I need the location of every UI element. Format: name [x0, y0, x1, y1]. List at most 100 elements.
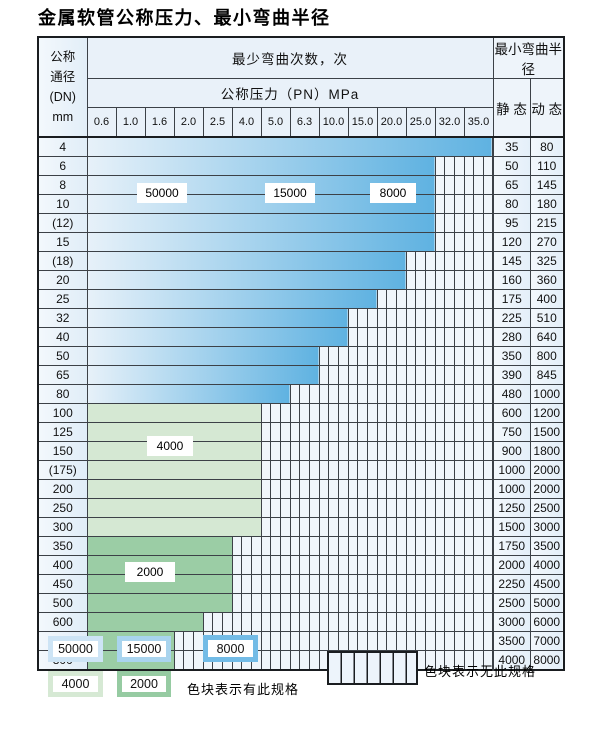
cycles-zone-cell: [86, 422, 262, 442]
table-row: 500 2500 5000: [37, 593, 565, 613]
no-spec-hatch-cell: [405, 422, 436, 442]
no-spec-hatch-cell: [434, 536, 465, 556]
cycles-zone-cell: [86, 327, 349, 347]
table-row: 400 2000 4000: [37, 555, 565, 575]
no-spec-hatch-cell: [289, 384, 320, 404]
static-radius-cell: 3000: [492, 612, 531, 632]
table-row: 50 350 800: [37, 346, 565, 366]
no-spec-hatch-cell: [376, 308, 407, 328]
static-radius-cell: 3500: [492, 631, 531, 651]
no-spec-hatch-cell: [376, 536, 407, 556]
no-spec-hatch-cell: [347, 650, 378, 671]
no-spec-hatch-cell: [434, 232, 465, 252]
no-spec-hatch-cell: [347, 346, 378, 366]
cycles-zone-cell: [86, 460, 262, 480]
no-spec-hatch-cell: [347, 384, 378, 404]
table-row: 450 2250 4500: [37, 574, 565, 594]
dynamic-radius-cell: 4500: [529, 574, 565, 594]
dynamic-radius-cell: 3000: [529, 517, 565, 537]
dn-cell: 600: [37, 612, 88, 632]
pressure-tick: 25.0: [405, 107, 436, 138]
cycles-label-4000: 4000: [147, 436, 193, 456]
no-spec-hatch-cell: [434, 175, 465, 195]
pressure-tick: 1.0: [115, 107, 146, 138]
dynamic-radius-cell: 110: [529, 156, 565, 176]
static-radius-cell: 65: [492, 175, 531, 195]
no-spec-hatch-cell: [376, 365, 407, 385]
no-spec-hatch-cell: [434, 194, 465, 214]
table-row: 250 1250 2500: [37, 498, 565, 518]
cycles-zone-cell: [86, 365, 320, 385]
dynamic-radius-cell: 2500: [529, 498, 565, 518]
legend-has-spec-label: 色块表示有此规格: [187, 682, 300, 697]
dynamic-radius-cell: 145: [529, 175, 565, 195]
static-radius-cell: 95: [492, 213, 531, 233]
no-spec-hatch-cell: [463, 156, 494, 176]
no-spec-hatch-cell: [260, 422, 291, 442]
static-radius-cell: 600: [492, 403, 531, 423]
dynamic-header: 动 态: [529, 78, 565, 138]
no-spec-hatch-cell: [434, 612, 465, 632]
no-spec-hatch-cell: [405, 650, 436, 671]
table-row: (12) 95 215: [37, 213, 565, 233]
no-spec-hatch-cell: [260, 536, 291, 556]
static-radius-cell: 225: [492, 308, 531, 328]
dn-cell: 15: [37, 232, 88, 252]
page-title: 金属软管公称压力、最小弯曲半径: [38, 8, 331, 28]
no-spec-hatch-cell: [318, 346, 349, 366]
no-spec-hatch-cell: [289, 536, 320, 556]
no-spec-hatch-cell: [463, 460, 494, 480]
no-spec-hatch-cell: [405, 365, 436, 385]
dn-header: 公称 通径 (DN) mm: [37, 36, 88, 138]
no-spec-hatch-cell: [405, 384, 436, 404]
pressure-tick: 15.0: [347, 107, 378, 138]
no-spec-hatch-cell: [463, 251, 494, 271]
dn-cell: 250: [37, 498, 88, 518]
table-row: 800 4000 8000: [37, 650, 565, 671]
dynamic-radius-cell: 270: [529, 232, 565, 252]
pressure-tick: 2.0: [173, 107, 204, 138]
cycles-zone-cell: [86, 403, 262, 423]
cycles-header: 最少弯曲次数，次: [86, 36, 494, 79]
dynamic-radius-cell: 3500: [529, 536, 565, 556]
dn-cell: 6: [37, 156, 88, 176]
static-radius-cell: 280: [492, 327, 531, 347]
dn-cell: 40: [37, 327, 88, 347]
dn-cell: 65: [37, 365, 88, 385]
static-radius-cell: 480: [492, 384, 531, 404]
table-row: 150 900 1800: [37, 441, 565, 461]
no-spec-hatch-cell: [289, 574, 320, 594]
static-radius-cell: 900: [492, 441, 531, 461]
static-radius-cell: 350: [492, 346, 531, 366]
radius-header: 最小弯曲半径: [492, 36, 565, 79]
no-spec-hatch-cell: [231, 536, 262, 556]
dynamic-radius-cell: 1500: [529, 422, 565, 442]
dn-cell: 25: [37, 289, 88, 309]
cycles-label-50000: 50000: [137, 183, 187, 203]
no-spec-hatch-cell: [376, 346, 407, 366]
dynamic-radius-cell: 8000: [529, 650, 565, 671]
static-radius-cell: 750: [492, 422, 531, 442]
pressure-tick: 6.3: [289, 107, 320, 138]
dynamic-radius-cell: 2000: [529, 479, 565, 499]
no-spec-hatch-cell: [347, 517, 378, 537]
dynamic-radius-cell: 845: [529, 365, 565, 385]
no-spec-hatch-cell: [289, 555, 320, 575]
no-spec-hatch-cell: [405, 574, 436, 594]
static-radius-cell: 145: [492, 251, 531, 271]
no-spec-hatch-cell: [376, 574, 407, 594]
table-row: 15 120 270: [37, 232, 565, 252]
pressure-tick: 20.0: [376, 107, 407, 138]
no-spec-hatch-cell: [405, 270, 436, 290]
no-spec-hatch-cell: [434, 498, 465, 518]
no-spec-hatch-cell: [289, 517, 320, 537]
no-spec-hatch-cell: [260, 555, 291, 575]
no-spec-hatch-cell: [434, 479, 465, 499]
no-spec-hatch-cell: [376, 593, 407, 613]
pressure-tick: 10.0: [318, 107, 349, 138]
no-spec-hatch-cell: [405, 517, 436, 537]
static-radius-cell: 50: [492, 156, 531, 176]
no-spec-hatch-cell: [405, 251, 436, 271]
legend-box-2000: 2000: [117, 671, 171, 697]
no-spec-hatch-cell: [260, 593, 291, 613]
